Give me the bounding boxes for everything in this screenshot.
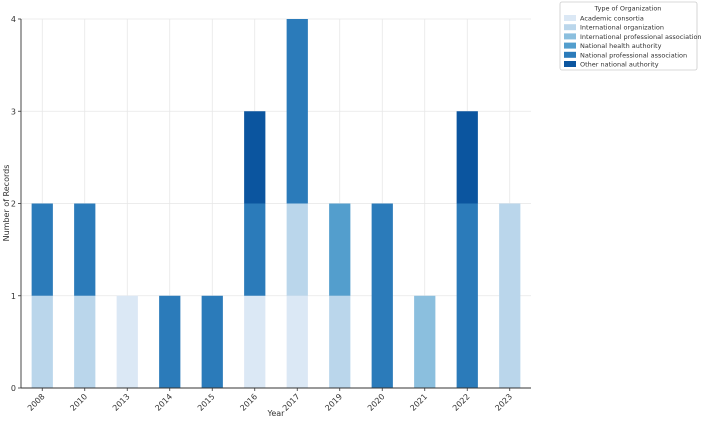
legend-label: Academic consortia — [580, 15, 644, 23]
bar-segment — [329, 203, 351, 296]
bar-segment — [329, 295, 351, 388]
legend-swatch — [564, 24, 576, 31]
bar-segment — [244, 111, 266, 204]
bar-segment — [74, 203, 96, 296]
legend-swatch — [564, 42, 576, 49]
x-axis-label: Year — [267, 409, 286, 418]
bar-segment — [74, 295, 96, 388]
y-axis-label: Number of Records — [2, 165, 11, 242]
bar-segment — [286, 203, 308, 296]
x-tick-label: 2014 — [153, 392, 174, 413]
legend-title: Type of Organization — [594, 5, 662, 13]
y-tick-label: 3 — [11, 107, 16, 116]
y-tick-labels: 0 1 2 3 4 — [11, 15, 16, 393]
bar-segment — [116, 295, 138, 388]
x-tick-label: 2020 — [366, 392, 387, 413]
bar-segment — [286, 19, 308, 204]
bar-segment — [456, 111, 478, 204]
x-tick-label: 2023 — [493, 392, 514, 413]
bar-segment — [286, 295, 308, 388]
legend-label: International organization — [580, 24, 664, 32]
x-tick-label: 2022 — [451, 392, 472, 413]
legend-label: Other national authority — [580, 61, 659, 69]
bar-segment — [31, 203, 53, 296]
y-tick-label: 0 — [11, 384, 16, 393]
legend-swatch — [564, 51, 576, 58]
bar-segment — [456, 203, 478, 388]
x-tick-label: 2010 — [68, 392, 89, 413]
bar-segment — [201, 295, 223, 388]
x-tick-label: 2008 — [26, 392, 47, 413]
bars — [31, 19, 521, 388]
axes — [18, 18, 531, 391]
y-tick-label: 4 — [11, 15, 16, 24]
legend-box — [559, 1, 698, 71]
y-tick-label: 2 — [11, 200, 16, 209]
y-tick-label: 1 — [11, 292, 16, 301]
bar-segment — [159, 295, 181, 388]
legend-swatch — [564, 15, 576, 21]
grid-lines — [21, 18, 531, 389]
x-tick-label: 2013 — [111, 392, 132, 413]
x-tick-label: 2016 — [238, 392, 259, 413]
legend-swatch — [564, 61, 576, 67]
bar-segment — [414, 295, 436, 388]
legend-label: International professional association — [580, 33, 701, 41]
bar-segment — [244, 295, 266, 388]
bar-segment — [244, 203, 266, 296]
legend-label: National professional association — [580, 51, 687, 59]
bar-segment — [31, 295, 53, 388]
bar-segment — [371, 203, 393, 388]
legend-label: National health authority — [580, 42, 662, 50]
x-tick-label: 2019 — [323, 392, 344, 413]
legend-swatch — [564, 33, 576, 40]
bar-segment — [499, 203, 521, 388]
legend: Type of Organization Academic consortiaI… — [559, 1, 701, 71]
x-tick-label: 2015 — [196, 392, 217, 413]
x-tick-label: 2021 — [408, 392, 429, 413]
